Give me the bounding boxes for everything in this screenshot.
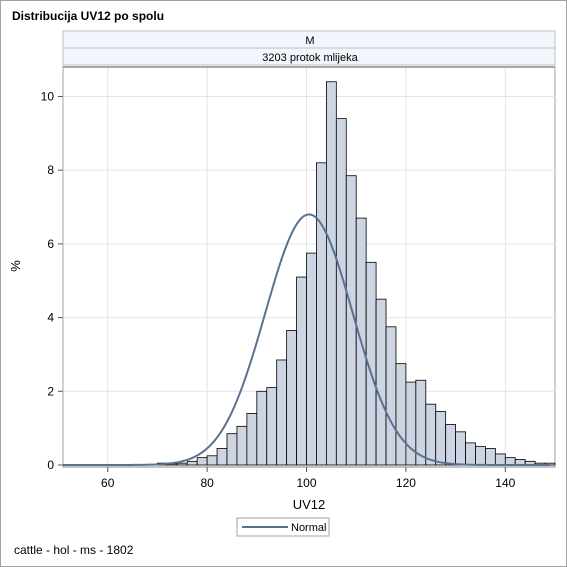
panel-header-top: M	[305, 35, 314, 47]
histogram-bar	[306, 252, 317, 466]
histogram-bar	[445, 424, 457, 466]
histogram-bar	[316, 162, 327, 466]
y-tick-label: 10	[41, 89, 55, 103]
footnote: cattle - hol - ms - 1802	[14, 543, 134, 557]
histogram-bar	[246, 413, 258, 466]
histogram-bar	[435, 411, 447, 466]
y-tick-label: 0	[47, 458, 54, 472]
histogram-bar	[385, 326, 397, 466]
histogram-bar	[475, 446, 486, 466]
histogram-bar	[186, 460, 198, 466]
histogram-bar	[286, 330, 297, 466]
chart-title: Distribucija UV12 po spolu	[12, 9, 165, 23]
x-tick-label: 140	[495, 476, 515, 490]
y-tick-label: 4	[47, 311, 54, 325]
histogram-bar	[276, 359, 288, 466]
y-tick-label: 6	[47, 237, 54, 251]
histogram-bar	[176, 462, 188, 466]
histogram-bar	[455, 431, 466, 466]
histogram-bar	[425, 403, 437, 466]
x-tick-label: 80	[200, 476, 214, 490]
histogram-bar	[405, 381, 417, 466]
panel-header-bottom-box	[62, 47, 556, 66]
panel-header-bottom: 3203 protok mlijeka	[262, 52, 358, 64]
y-tick-label: 8	[47, 163, 54, 177]
histogram-bar	[465, 442, 476, 466]
x-tick-label: 100	[296, 476, 316, 490]
y-axis-ticks: 0 2 4 6 8 10	[41, 89, 63, 472]
histogram-bar	[375, 298, 387, 466]
y-axis-label: %	[8, 260, 23, 272]
histogram-bar	[395, 363, 407, 466]
legend-normal-label: Normal	[291, 522, 326, 534]
histogram-bar	[296, 276, 307, 466]
histogram-bar	[226, 433, 238, 466]
histogram-bar	[256, 390, 268, 466]
normal-curve	[63, 213, 551, 466]
x-tick-label: 60	[101, 476, 115, 490]
histogram-bar	[504, 457, 516, 466]
y-tick-label: 2	[47, 384, 54, 398]
histogram-bar	[494, 453, 506, 466]
histogram-bar	[216, 448, 228, 466]
histogram-bar	[325, 81, 337, 466]
histogram-bar	[196, 457, 208, 466]
x-axis-label: UV12	[293, 497, 326, 512]
x-tick-label: 120	[396, 476, 416, 490]
histogram-bar	[266, 387, 278, 466]
histogram-bar	[206, 455, 218, 466]
histogram-bar	[335, 118, 347, 466]
normal-curve-layer	[63, 213, 551, 466]
histogram-bar	[485, 448, 496, 466]
histogram-bars	[157, 81, 556, 466]
histogram-bar	[236, 425, 248, 466]
x-axis-ticks: 60 80 100 120 140	[63, 466, 555, 490]
